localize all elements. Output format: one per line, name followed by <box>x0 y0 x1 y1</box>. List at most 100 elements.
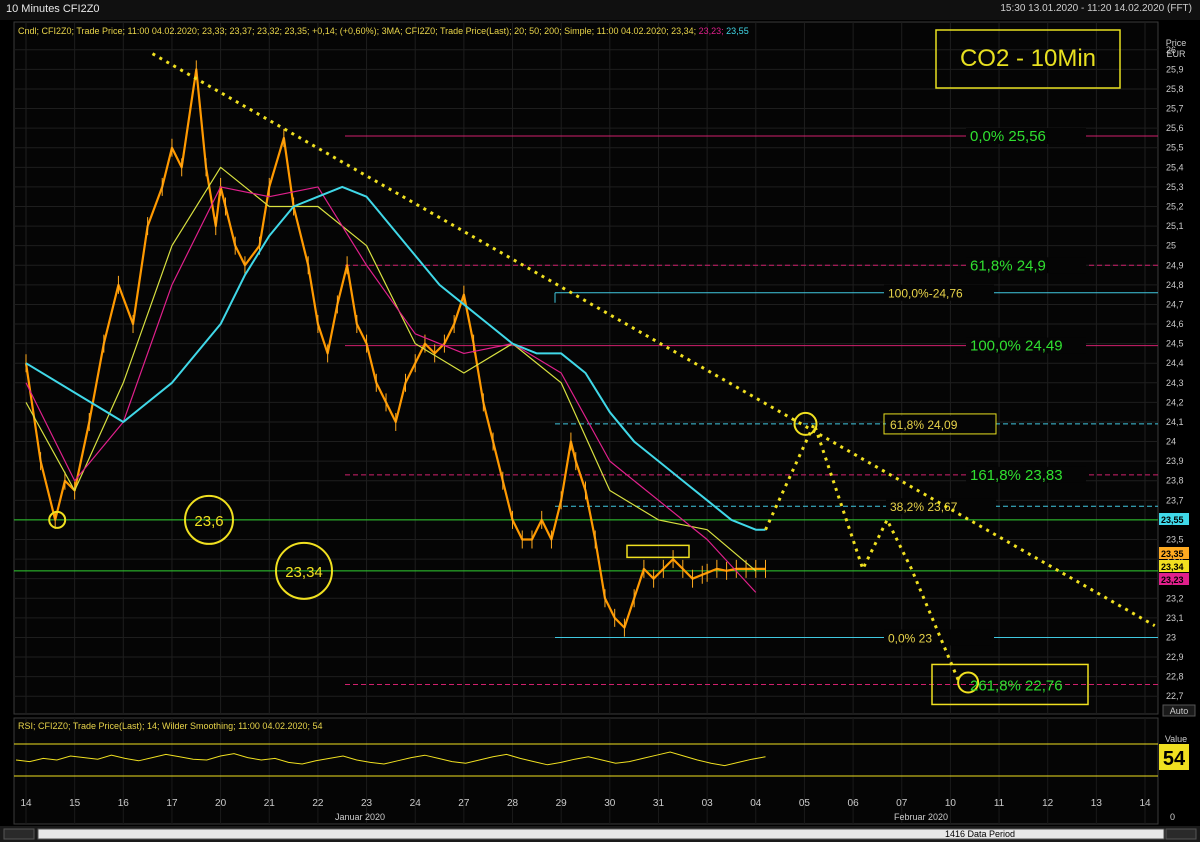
x-tick-label: 16 <box>118 798 130 809</box>
x-tick-label: 03 <box>702 798 714 809</box>
circle-23-6 <box>184 494 234 545</box>
y-tick-label: 23,9 <box>1166 456 1184 466</box>
price-tag-label: 23,23 <box>1161 575 1184 585</box>
fib-label: 38,2% 23,67 <box>890 500 958 514</box>
x-tick-label: 14 <box>20 798 32 809</box>
fib-label-bg <box>886 415 996 432</box>
price-tag <box>1159 513 1189 525</box>
y-tick-label: 24,5 <box>1166 339 1184 349</box>
y-tick-label: 23,5 <box>1166 535 1184 545</box>
x-tick-label: 13 <box>1091 798 1103 809</box>
auto-scale-button[interactable] <box>1162 704 1196 717</box>
x-tick-label: 23 <box>361 798 373 809</box>
x-tick-label: 07 <box>896 798 908 809</box>
axis-header-currency: EUR <box>1166 49 1186 59</box>
y-tick-label: 25,7 <box>1166 104 1184 114</box>
y-tick-label: 23,2 <box>1166 593 1184 603</box>
x-tick-label: 05 <box>799 798 811 809</box>
y-tick-label: 23,7 <box>1166 495 1184 505</box>
series-line-3 <box>25 185 766 531</box>
price-series <box>24 60 767 637</box>
scroll-left-button[interactable] <box>3 828 35 840</box>
main-plot-area <box>13 21 1159 715</box>
rsi-value: 54 <box>1163 748 1186 770</box>
title-box <box>935 29 1121 89</box>
x-tick-label: 14 <box>1139 798 1151 809</box>
scroll-right-button[interactable] <box>1165 828 1197 840</box>
price-tag <box>1159 560 1189 572</box>
price-tag-label: 23,34 <box>1161 562 1184 572</box>
x-tick-label: 28 <box>507 798 519 809</box>
rsi-zero-label: 0 <box>1170 812 1175 822</box>
price-tag-label: 23,55 <box>1161 515 1184 525</box>
x-tick-label: 17 <box>166 798 178 809</box>
y-tick-label: 25,6 <box>1166 123 1184 133</box>
fib-61-box <box>883 413 997 435</box>
fib-label: 61,8% 24,09 <box>890 418 958 432</box>
y-tick-label: 25,8 <box>1166 84 1184 94</box>
y-tick-label: 22,8 <box>1166 672 1184 682</box>
scrollbar-track[interactable] <box>37 828 1165 840</box>
circle-target-low <box>957 671 980 694</box>
y-tick-label: 23 <box>1166 632 1176 642</box>
y-tick-label: 25,9 <box>1166 64 1184 74</box>
month-label: Januar 2020 <box>335 812 385 822</box>
fib-label: 161,8% 23,83 <box>970 467 1063 484</box>
consolidation-box <box>626 544 690 559</box>
x-tick-label: 12 <box>1042 798 1054 809</box>
legend-candles: Cndl; CFI2Z0; Trade Price; 11:00 04.02.2… <box>18 26 749 36</box>
y-tick-label: 25 <box>1166 241 1176 251</box>
target-box <box>931 663 1089 706</box>
y-tick-label: 23,1 <box>1166 613 1184 623</box>
x-tick-label: 06 <box>848 798 860 809</box>
y-tick-label: 24,4 <box>1166 358 1184 368</box>
rsi-panel <box>14 743 1158 777</box>
y-tick-label: 24,6 <box>1166 319 1184 329</box>
y-tick-label: 23,4 <box>1166 554 1184 564</box>
x-tick-label: 30 <box>604 798 616 809</box>
y-tick-label: 24 <box>1166 437 1176 447</box>
window-title: 10 Minutes CFI2Z0 <box>6 3 100 15</box>
y-tick-label: 22,7 <box>1166 691 1184 701</box>
target-label: 261,8% 22,76 <box>970 677 1063 694</box>
fib-label-bg <box>966 257 1086 274</box>
auto-scale-label: Auto <box>1170 706 1189 716</box>
rsi-line <box>15 751 766 767</box>
y-tick-label: 25,2 <box>1166 202 1184 212</box>
price-axis: 26 25,9 25,8 25,7 25,6 25,5 25,4 25,3 25,2 25,1 25… <box>1159 45 1189 701</box>
x-tick-label: 27 <box>458 798 470 809</box>
y-tick-label: 24,7 <box>1166 299 1184 309</box>
rsi-plot-area <box>13 717 1159 825</box>
projection-path <box>764 419 962 686</box>
rsi-value-badge <box>1159 744 1189 770</box>
fib-label: 61,8% 24,9 <box>970 257 1046 274</box>
fib-label: 100,0%-24,76 <box>888 287 963 301</box>
y-tick-label: 25,3 <box>1166 182 1184 192</box>
y-tick-label: 24,3 <box>1166 378 1184 388</box>
rsi-legend: RSI; CFI2Z0; Trade Price(Last); 14; Wild… <box>18 721 323 731</box>
y-tick-label: 25,4 <box>1166 162 1184 172</box>
y-tick-label: 26 <box>1166 45 1176 55</box>
circle-23-6-label: 23,6 <box>194 513 223 530</box>
circle-23-34 <box>275 541 333 600</box>
resistance-trendline <box>151 52 1156 627</box>
x-tick-label: 11 <box>994 798 1005 809</box>
y-tick-label: 25,1 <box>1166 221 1184 231</box>
fib-label-bg <box>884 284 994 301</box>
fib-label-bg <box>886 498 996 515</box>
chart-title: CO2 - 10Min <box>960 45 1096 72</box>
y-tick-label: 24,9 <box>1166 260 1184 270</box>
y-tick-label: 24,8 <box>1166 280 1184 290</box>
annotations: 0,0% 25,56 61,8% 24,9 100,0% 24,49 161,8% 2… <box>48 52 1156 706</box>
x-tick-label: 10 <box>945 798 957 809</box>
price-tag <box>1159 547 1189 559</box>
y-tick-label: 24,2 <box>1166 397 1184 407</box>
series-line-1 <box>25 166 757 572</box>
x-tick-label: 20 <box>215 798 227 809</box>
x-tick-label: 22 <box>312 798 324 809</box>
data-period-label: 1416 Data Period <box>945 829 1015 839</box>
y-tick-label: 22,9 <box>1166 652 1184 662</box>
fib-label: 0,0% 25,56 <box>970 128 1046 145</box>
fib-label: 0,0% 23 <box>888 631 932 645</box>
